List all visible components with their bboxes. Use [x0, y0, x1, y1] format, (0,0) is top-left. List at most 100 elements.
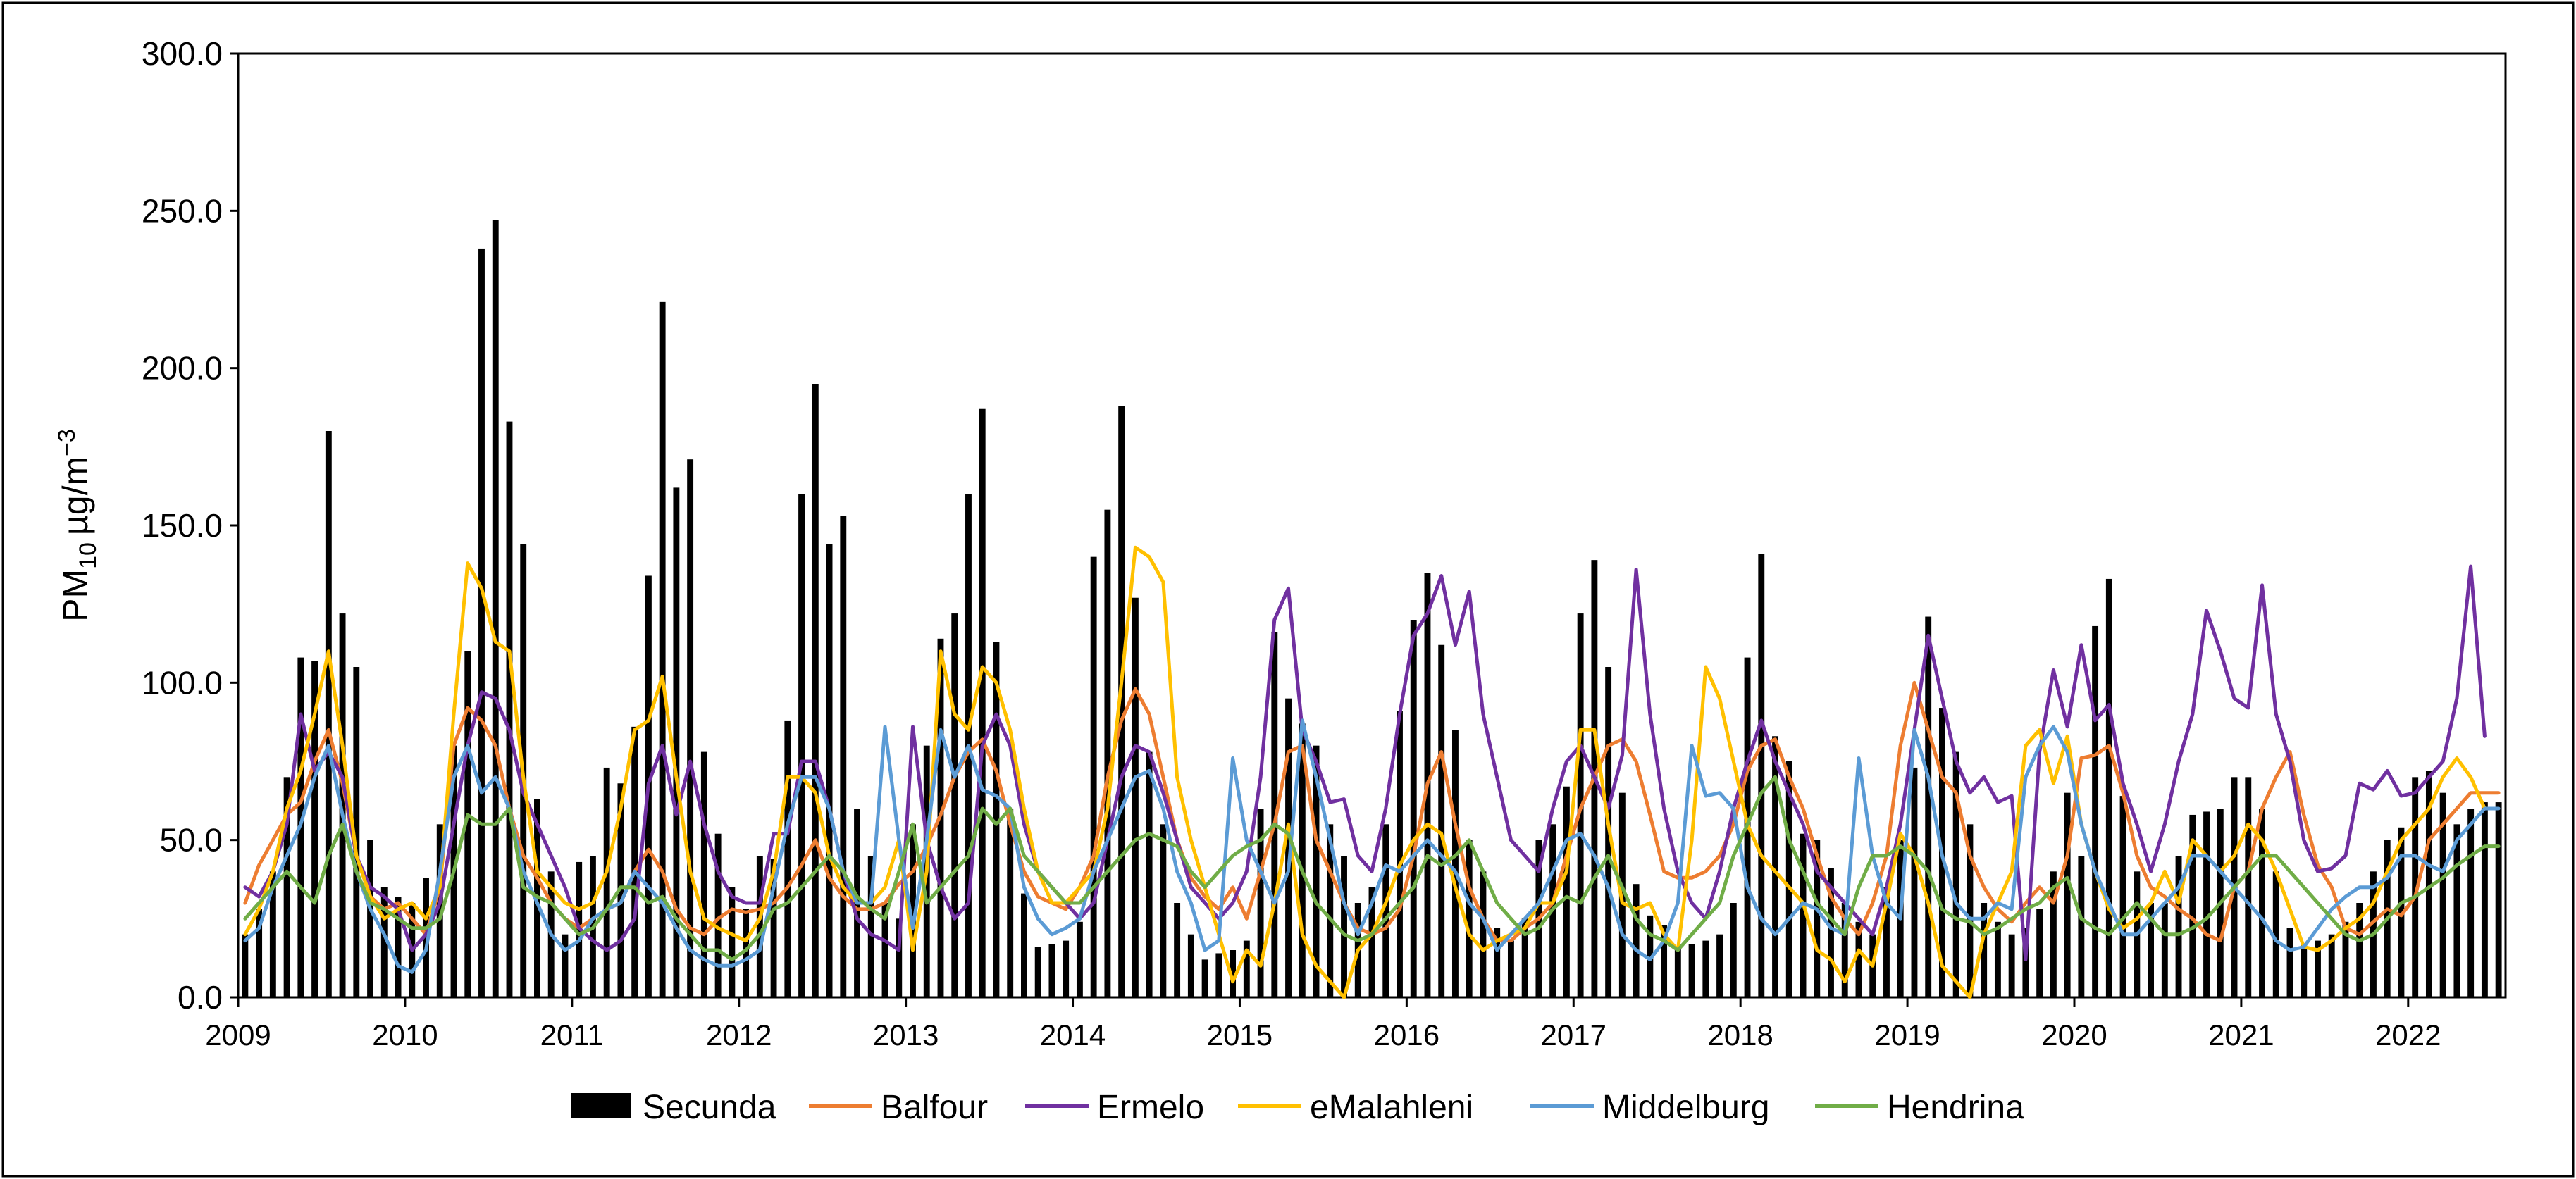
secunda-bar — [826, 544, 833, 997]
secunda-bar — [2328, 934, 2335, 997]
plot-area — [237, 52, 2507, 999]
secunda-bar — [2245, 777, 2252, 997]
secunda-bar — [1952, 751, 1959, 997]
ermelo-line — [243, 564, 2487, 961]
x-tick-label: 2019 — [1874, 1018, 1940, 1052]
secunda-bar — [2189, 814, 2196, 997]
secunda-bar — [1230, 950, 1237, 997]
secunda-bar — [1034, 947, 1041, 997]
secunda-bar — [2439, 792, 2446, 997]
secunda-bar — [631, 726, 638, 997]
secunda-bar — [1410, 620, 1417, 997]
secunda-bar — [1967, 824, 1974, 997]
secunda-bar — [1716, 934, 1723, 997]
secunda-bar — [2148, 903, 2155, 997]
secunda-bar — [2259, 809, 2265, 997]
secunda-bar — [2078, 856, 2085, 997]
secunda-bar — [2453, 824, 2460, 997]
secunda-bar — [1160, 824, 1167, 997]
secunda-bar — [2425, 771, 2432, 997]
secunda-bar — [673, 487, 680, 997]
x-tick-label: 2014 — [1040, 1018, 1106, 1052]
series-lines — [243, 545, 2501, 999]
secunda-bar — [2050, 871, 2057, 997]
secunda-bar — [1758, 554, 1765, 997]
secunda-bar — [1911, 767, 1918, 997]
secunda-bar — [506, 421, 513, 997]
secunda-bar — [784, 720, 791, 997]
secunda-bar — [2064, 792, 2071, 997]
secunda-bar — [2203, 811, 2210, 997]
secunda-bar — [1994, 921, 2001, 997]
secunda-bar — [770, 859, 777, 997]
legend-label: eMalahleni — [1310, 1089, 1473, 1126]
secunda-bar — [1146, 751, 1153, 997]
y-tick-label: 150.0 — [142, 507, 223, 544]
secunda-bar — [1772, 736, 1778, 997]
secunda-bar — [951, 613, 958, 997]
secunda-bar — [1855, 921, 1862, 997]
secunda-bar — [1132, 597, 1139, 997]
secunda-bar — [353, 667, 360, 997]
secunda-bar — [1382, 824, 1389, 997]
secunda-bar — [2272, 871, 2279, 997]
secunda-bar — [1702, 940, 1709, 997]
x-tick-label: 2018 — [1707, 1018, 1773, 1052]
secunda-bar — [1368, 887, 1375, 997]
secunda-bar — [436, 824, 443, 997]
y-axis-label: PM10µg/m−3 — [54, 429, 101, 622]
secunda-bar — [910, 824, 916, 997]
secunda-bar — [2481, 802, 2488, 997]
secunda-bar — [798, 494, 805, 997]
secunda-bar — [896, 918, 903, 997]
secunda-bar — [729, 887, 736, 997]
secunda-bar — [2286, 928, 2293, 997]
secunda-bar — [562, 934, 569, 997]
secunda-bar — [423, 878, 429, 997]
secunda-bar — [1076, 921, 1083, 997]
secunda-bar — [2412, 777, 2419, 997]
secunda-bar — [242, 934, 249, 997]
secunda-bar — [2105, 578, 2112, 997]
secunda-bar — [1674, 947, 1681, 997]
secunda-bar — [2356, 903, 2363, 997]
secunda-bar — [1271, 632, 1278, 997]
secunda-bar — [1730, 903, 1737, 997]
secunda-bar — [2008, 934, 2015, 997]
secunda-bar — [881, 903, 888, 997]
secunda-bar — [2036, 909, 2043, 997]
y-tick-label: 250.0 — [142, 192, 223, 229]
secunda-bar — [756, 856, 763, 997]
legend: Secunda Balfour Ermelo eMalahleni Middelburg… — [571, 1089, 2024, 1126]
secunda-bar — [2398, 827, 2405, 997]
secunda-bar — [1633, 884, 1640, 997]
secunda-bar — [1563, 786, 1570, 997]
secunda-bar — [492, 220, 499, 997]
x-tick-label: 2020 — [2041, 1018, 2107, 1052]
secunda-bar — [256, 909, 263, 997]
secunda-bar — [269, 871, 276, 997]
secunda-bar — [2467, 809, 2475, 997]
secunda-bar — [1313, 745, 1320, 997]
secunda-bar — [1243, 940, 1250, 997]
secunda-bar — [1341, 856, 1347, 997]
y-tick-label: 100.0 — [142, 664, 223, 701]
secunda-bar — [743, 909, 750, 997]
secunda-bar — [367, 840, 373, 997]
secunda-bar — [2092, 625, 2099, 997]
x-tick-label: 2022 — [2375, 1018, 2441, 1052]
secunda-bar — [1007, 809, 1014, 997]
secunda-bar — [2175, 856, 2182, 997]
secunda-bar — [2495, 802, 2502, 997]
secunda-bar — [311, 661, 318, 997]
secunda-bar — [1438, 644, 1445, 997]
secunda-bar — [1215, 953, 1222, 997]
secunda-bar — [2161, 903, 2168, 997]
x-tick-label: 2015 — [1207, 1018, 1272, 1052]
secunda-bar — [464, 651, 471, 997]
secunda-bar — [2301, 944, 2308, 997]
legend-label: Hendrina — [1887, 1089, 2024, 1126]
x-tick-label: 2021 — [2208, 1018, 2274, 1052]
